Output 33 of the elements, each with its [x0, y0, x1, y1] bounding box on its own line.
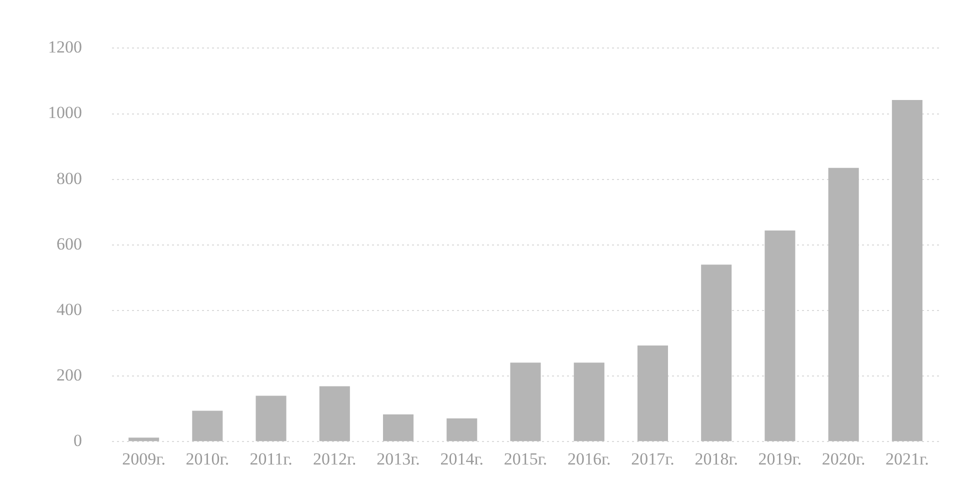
- bar: [764, 230, 796, 442]
- x-tick-label: 2020г.: [822, 449, 866, 468]
- y-tick-label: 0: [74, 431, 82, 450]
- x-tick-label: 2017г.: [631, 449, 674, 468]
- bar: [319, 386, 350, 442]
- x-tick-label: 2019г.: [758, 449, 802, 468]
- x-tick-label: 2013г.: [376, 449, 420, 468]
- y-tick-label: 400: [56, 300, 82, 319]
- y-tick-label: 1000: [48, 103, 82, 122]
- x-tick-label: 2010г.: [186, 449, 230, 468]
- bar: [510, 362, 541, 442]
- bar: [256, 396, 286, 442]
- bar: [701, 264, 732, 442]
- y-tick-label: 600: [56, 234, 82, 254]
- y-tick-label: 800: [56, 168, 82, 188]
- x-tick-label: 2016г.: [567, 449, 611, 468]
- bar: [637, 346, 668, 442]
- bar: [446, 418, 478, 442]
- y-tick-label: 200: [56, 366, 82, 384]
- bar: [574, 362, 604, 442]
- bar: [828, 168, 859, 442]
- y-tick-label: 1200: [48, 38, 82, 57]
- x-tick-label: 2011г.: [250, 449, 292, 468]
- bar: [383, 414, 414, 442]
- bar: [128, 438, 160, 442]
- x-tick-label: 2015г.: [504, 449, 548, 468]
- x-tick-label: 2014г.: [440, 449, 484, 468]
- bar: [192, 410, 223, 442]
- x-tick-label: 2009г.: [122, 449, 166, 468]
- bar: [892, 100, 922, 442]
- x-tick-label: 2018г.: [694, 449, 738, 468]
- x-tick-label: 2021г.: [886, 449, 929, 468]
- x-tick-label: 2012г.: [313, 449, 356, 468]
